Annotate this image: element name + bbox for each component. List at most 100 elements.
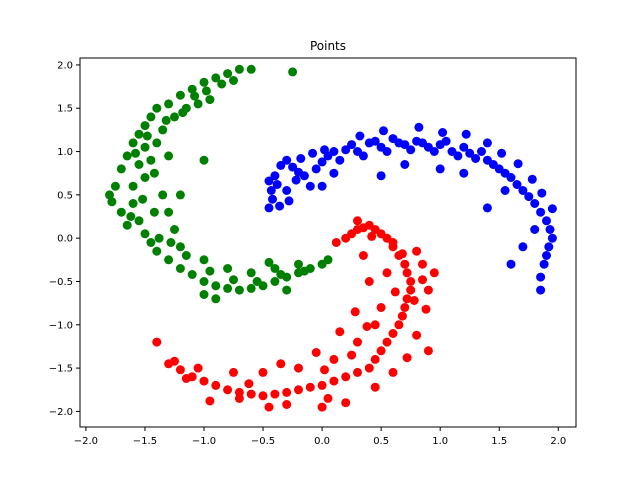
point-0-4 (282, 155, 292, 165)
point-0-0 (264, 203, 274, 213)
point-2-4 (134, 129, 144, 139)
point-0-12 (329, 147, 339, 156)
x-tick-label: −2.0 (74, 436, 98, 447)
point-1-46 (329, 354, 339, 364)
point-2-12 (211, 73, 221, 83)
point-0-48 (542, 216, 551, 226)
point-1-24 (341, 372, 351, 382)
point-0-29 (429, 147, 439, 156)
point-0-44 (518, 186, 528, 195)
point-2-16 (288, 67, 298, 77)
point-2-48 (170, 225, 179, 234)
point-2-75 (166, 238, 176, 247)
point-0-72 (296, 154, 306, 163)
x-tick-label: 0.5 (373, 436, 389, 447)
point-2-21 (146, 238, 156, 247)
point-1-11 (402, 268, 412, 278)
point-0-57 (518, 242, 528, 252)
y-tick-label: 1.0 (57, 147, 73, 158)
point-1-86 (347, 350, 357, 360)
point-0-67 (400, 160, 410, 169)
point-2-44 (193, 99, 203, 109)
point-0-13 (335, 155, 345, 165)
point-0-46 (530, 199, 540, 208)
point-2-28 (223, 283, 233, 293)
point-1-50 (418, 259, 427, 269)
point-1-65 (276, 359, 286, 369)
point-0-79 (461, 129, 471, 139)
point-1-66 (229, 367, 238, 377)
point-0-87 (291, 175, 301, 185)
point-0-58 (482, 203, 492, 213)
point-2-64 (107, 197, 117, 207)
point-0-54 (536, 272, 546, 282)
point-1-12 (406, 277, 416, 286)
point-1-77 (331, 238, 341, 247)
point-0-15 (347, 140, 357, 150)
point-0-75 (355, 131, 365, 141)
x-tick-label: −1.0 (192, 436, 216, 447)
point-0-52 (542, 251, 551, 260)
point-1-63 (335, 327, 345, 337)
point-0-78 (438, 128, 448, 137)
point-1-49 (423, 285, 433, 295)
point-1-83 (244, 379, 254, 389)
point-1-30 (270, 389, 280, 399)
point-1-35 (211, 380, 221, 390)
x-tick-label: −0.5 (251, 436, 275, 447)
point-2-74 (154, 233, 164, 243)
point-0-60 (317, 181, 327, 191)
point-2-5 (140, 121, 150, 131)
y-tick-label: 0.5 (57, 190, 73, 201)
point-2-81 (299, 266, 309, 276)
point-1-61 (390, 287, 400, 297)
series-0 (264, 122, 557, 295)
point-2-11 (199, 77, 209, 87)
point-0-24 (400, 140, 410, 150)
point-1-56 (234, 393, 244, 403)
point-0-68 (500, 186, 510, 195)
point-2-50 (199, 255, 209, 265)
point-1-78 (367, 231, 377, 241)
point-2-73 (149, 207, 159, 217)
point-1-26 (317, 380, 327, 390)
point-1-81 (362, 322, 372, 331)
y-tick-label: 0.0 (57, 234, 73, 245)
point-2-47 (164, 207, 174, 217)
point-2-23 (164, 255, 174, 265)
point-1-17 (394, 320, 404, 330)
point-1-67 (193, 363, 203, 373)
point-0-45 (524, 192, 534, 202)
point-2-18 (128, 199, 138, 208)
point-2-2 (122, 151, 132, 161)
point-0-10 (317, 157, 327, 167)
point-2-60 (199, 290, 209, 299)
point-2-20 (140, 229, 150, 239)
point-0-17 (358, 151, 368, 161)
point-0-7 (299, 171, 309, 181)
point-0-34 (459, 142, 469, 152)
point-2-30 (246, 283, 256, 293)
point-1-20 (376, 346, 386, 356)
point-0-42 (506, 173, 516, 182)
y-tick-label: −1.5 (49, 364, 73, 375)
point-1-22 (364, 363, 374, 373)
point-1-58 (388, 238, 398, 247)
point-0-76 (379, 126, 388, 136)
point-2-52 (246, 268, 256, 278)
point-0-3 (276, 160, 286, 170)
point-1-79 (397, 249, 407, 259)
point-1-51 (423, 346, 433, 356)
point-1-25 (329, 376, 339, 386)
y-tick-label: −2.0 (49, 407, 73, 418)
point-2-82 (126, 212, 136, 221)
series-1 (152, 216, 439, 412)
point-2-65 (131, 148, 140, 158)
point-0-43 (512, 180, 522, 189)
point-2-61 (282, 285, 292, 295)
point-0-61 (376, 171, 386, 181)
series-2 (105, 64, 333, 304)
point-1-55 (282, 400, 292, 409)
point-1-84 (181, 374, 191, 383)
point-1-36 (199, 376, 209, 386)
